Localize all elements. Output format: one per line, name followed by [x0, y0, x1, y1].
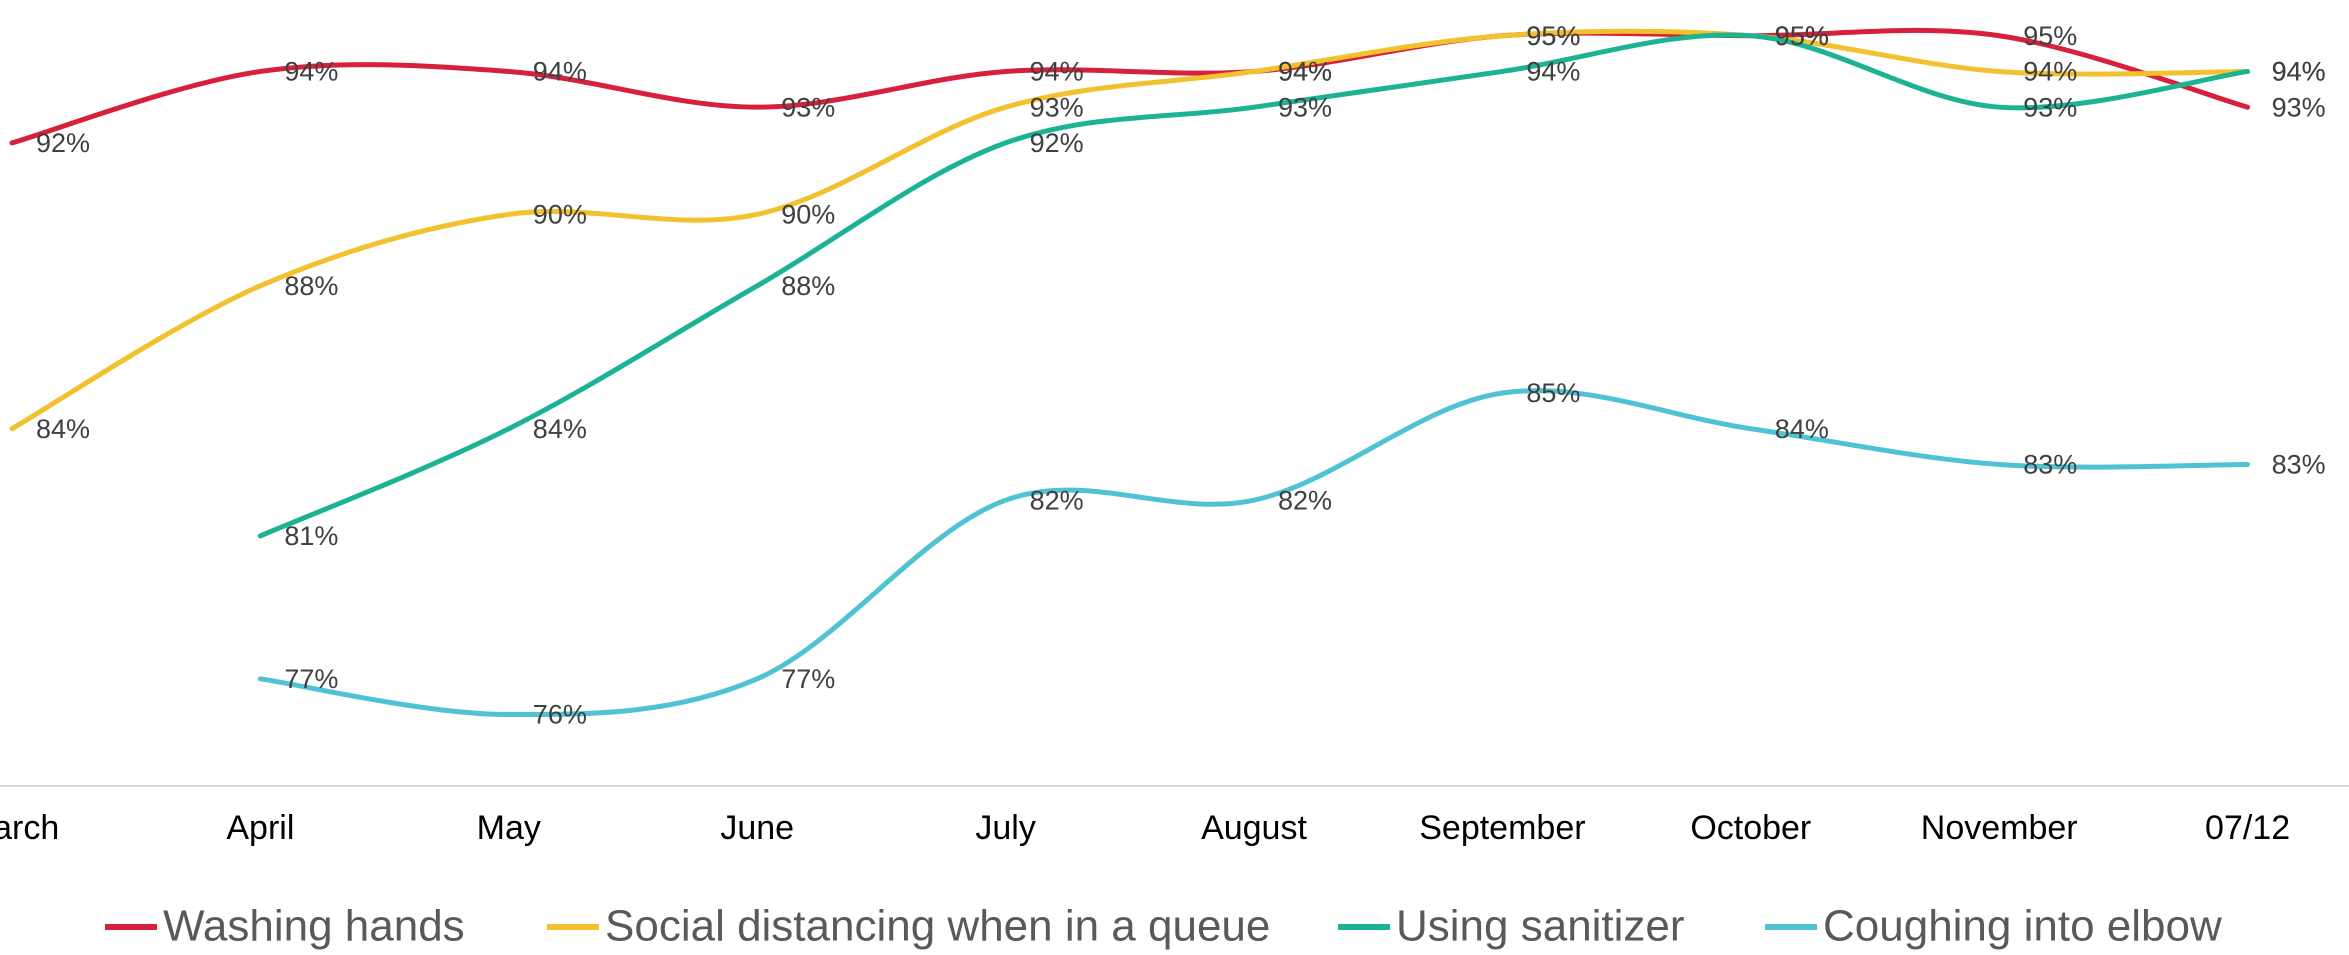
data-label: 93%	[2272, 92, 2326, 122]
series-line	[9, 27, 2251, 146]
data-label: 94%	[2272, 57, 2326, 87]
data-label: 82%	[1030, 485, 1084, 515]
data-label: 94%	[2023, 57, 2077, 87]
data-label: 90%	[533, 199, 587, 229]
data-label: 95%	[2023, 21, 2077, 51]
legend-label: Social distancing when in a queue	[605, 902, 1270, 951]
data-label: 94%	[1030, 57, 1084, 87]
data-label: 94%	[1278, 57, 1332, 87]
data-label: 90%	[781, 199, 835, 229]
x-tick-label: April	[226, 809, 294, 847]
legend-label: Coughing into elbow	[1823, 902, 2222, 951]
data-label: 84%	[533, 414, 587, 444]
data-label: 84%	[36, 414, 90, 444]
data-label: 88%	[284, 271, 338, 301]
data-label: 77%	[781, 664, 835, 694]
series-line	[9, 28, 2251, 432]
data-label: 76%	[533, 700, 587, 730]
data-label: 83%	[2272, 450, 2326, 480]
data-label: 81%	[284, 521, 338, 551]
data-label: 93%	[2023, 92, 2077, 122]
x-tick-label: October	[1690, 809, 1811, 847]
data-label: 93%	[1030, 92, 1084, 122]
legend-label: Using sanitizer	[1396, 902, 1685, 951]
data-label: 95%	[1526, 21, 1580, 51]
data-label: 88%	[781, 271, 835, 301]
data-label: 92%	[1030, 128, 1084, 158]
x-tick-label: August	[1201, 809, 1307, 847]
data-label: 82%	[1278, 485, 1332, 515]
data-label: 94%	[1526, 57, 1580, 87]
data-label: 94%	[533, 57, 587, 87]
legend-label: Washing hands	[163, 902, 465, 951]
data-label: 94%	[2272, 57, 2326, 87]
x-tick-label: June	[720, 809, 794, 847]
x-tick-label: March	[0, 809, 59, 847]
data-label: 93%	[1278, 92, 1332, 122]
data-label: 95%	[1775, 21, 1829, 51]
data-label: 94%	[284, 57, 338, 87]
data-label: 84%	[1775, 414, 1829, 444]
series-line	[257, 32, 2251, 539]
series-line	[257, 388, 2251, 718]
data-label: 77%	[284, 664, 338, 694]
data-label: 93%	[781, 92, 835, 122]
x-tick-label: September	[1419, 809, 1585, 847]
x-tick-label: July	[975, 809, 1035, 847]
data-label: 83%	[2023, 450, 2077, 480]
x-tick-label: May	[477, 809, 541, 847]
data-label: 85%	[1526, 378, 1580, 408]
x-tick-label: 07/12	[2205, 809, 2290, 847]
data-label: 92%	[36, 128, 90, 158]
x-tick-label: November	[1921, 809, 2078, 847]
